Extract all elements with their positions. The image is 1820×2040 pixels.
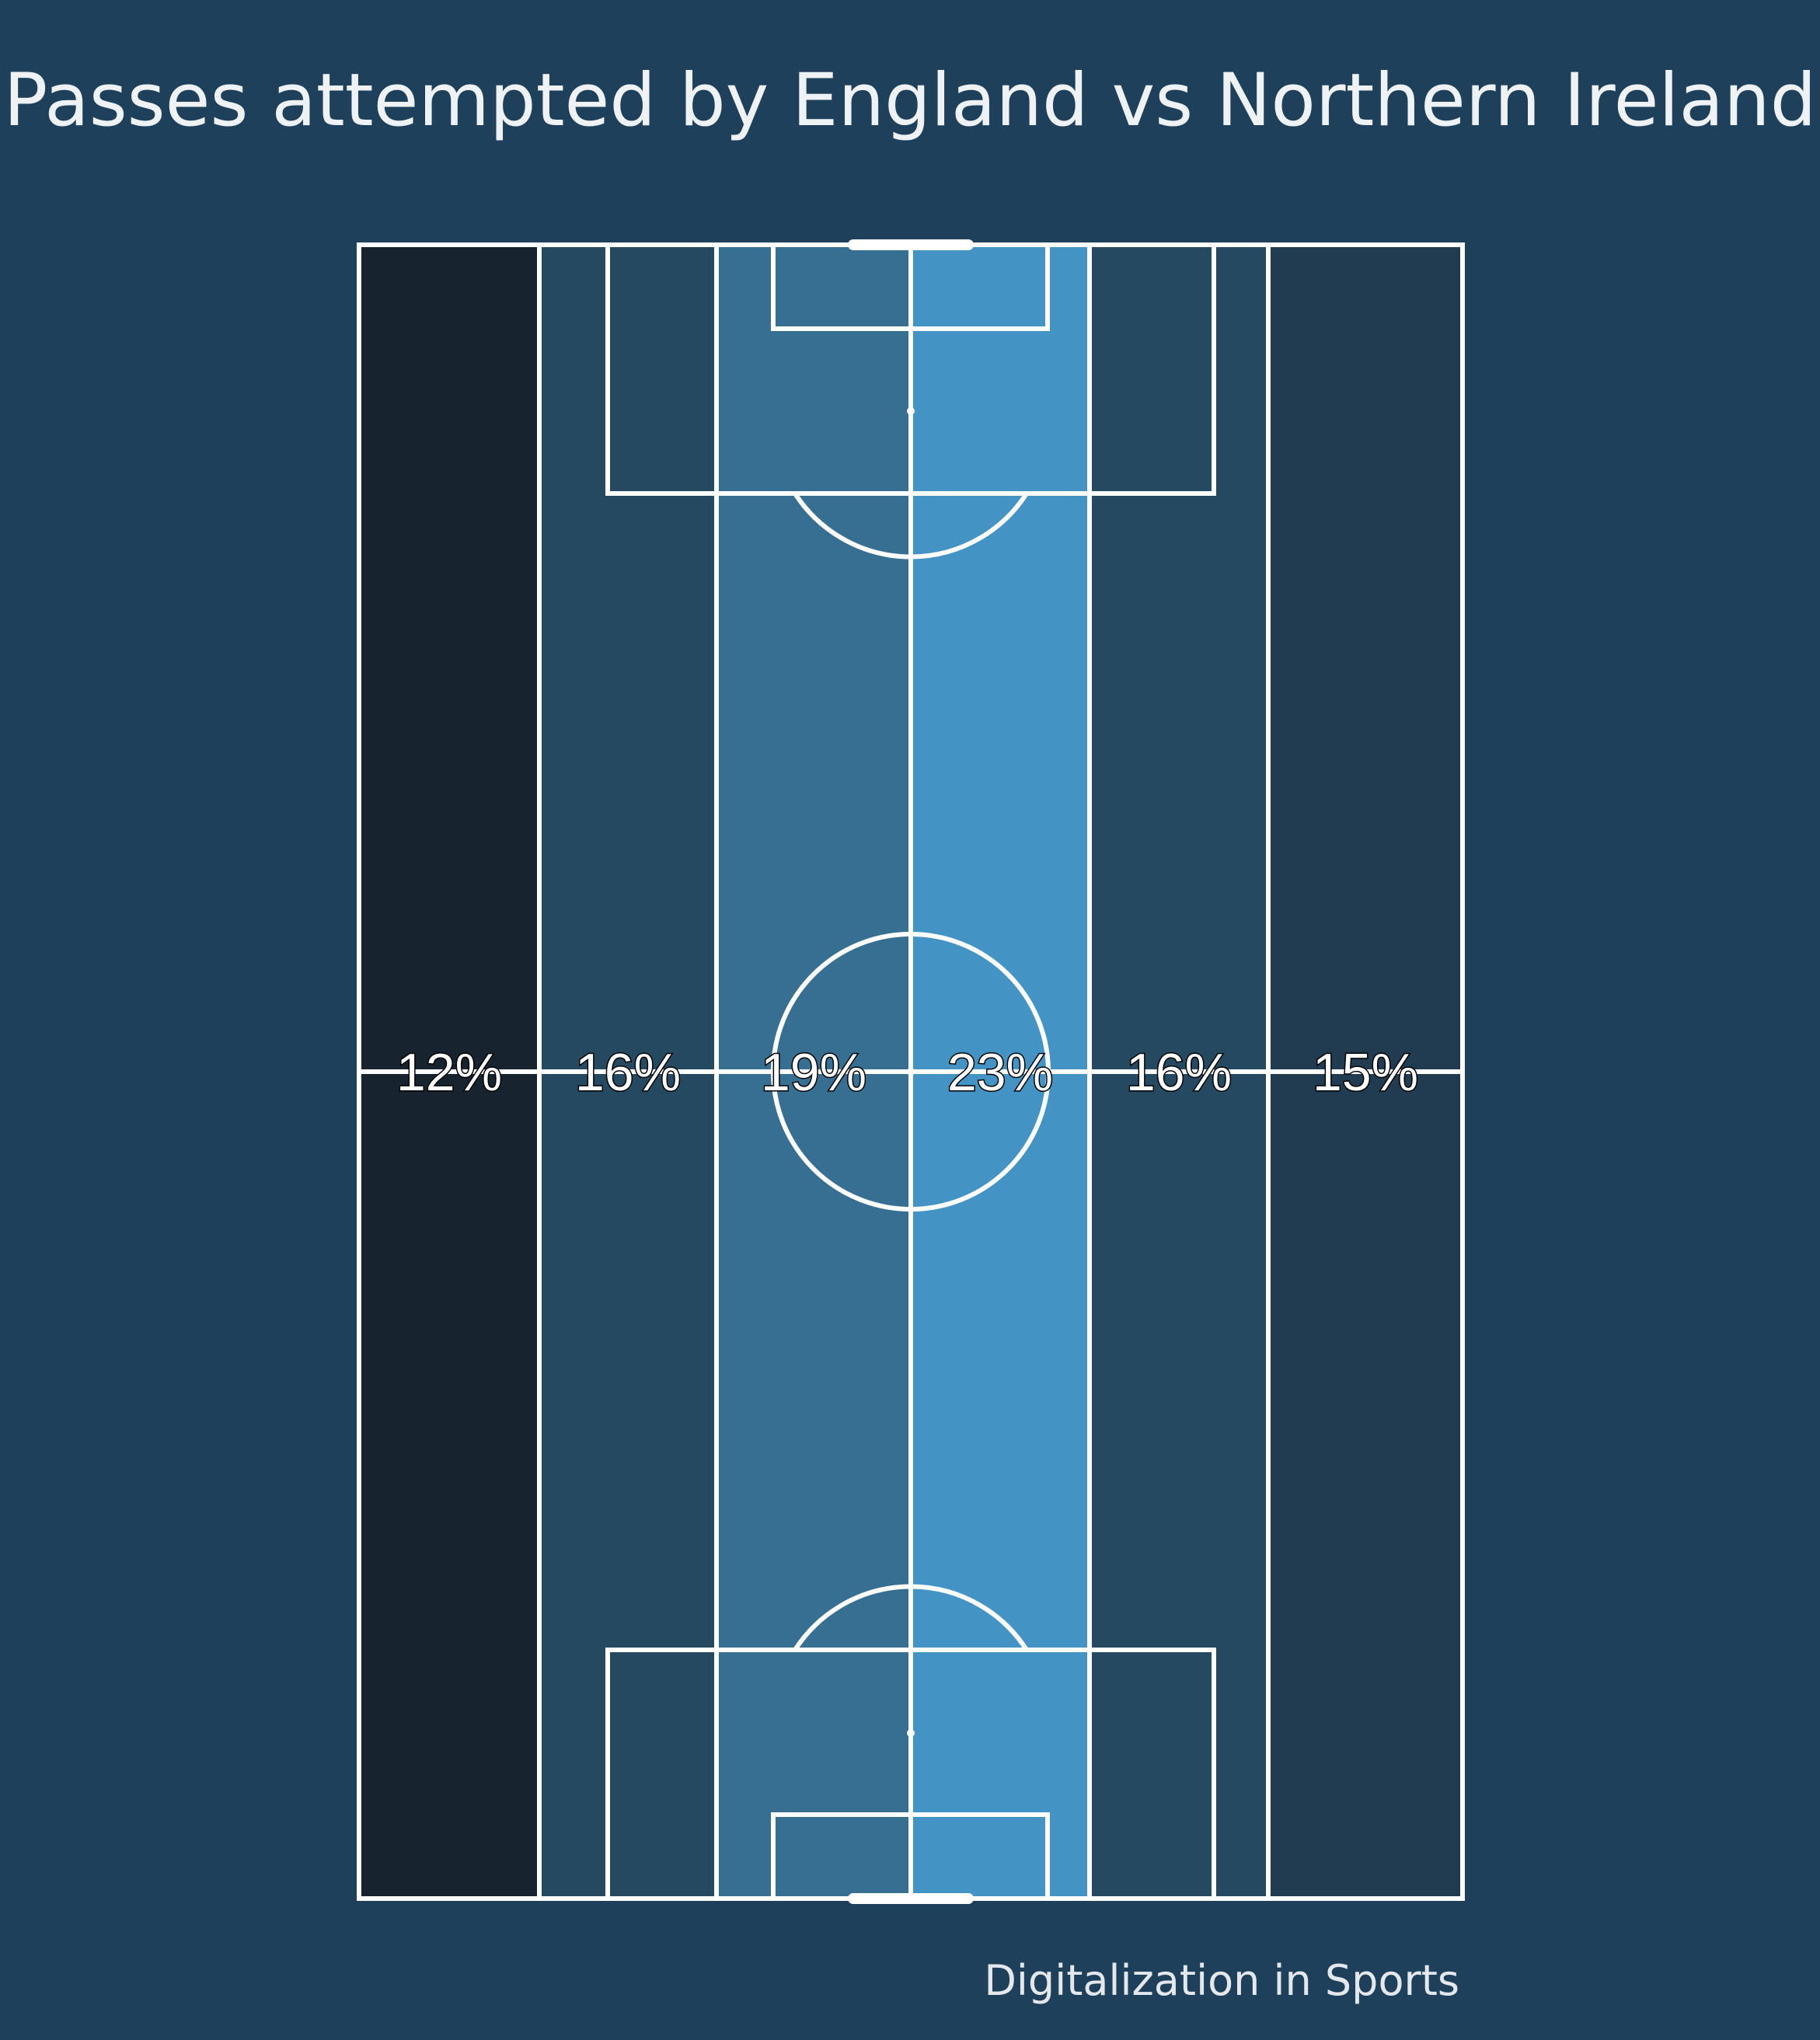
- penalty-spot-top: [907, 407, 915, 415]
- lane-percentage-label: 16%: [1126, 1043, 1232, 1102]
- center-spot: [907, 1068, 915, 1076]
- pitch-spots: [907, 407, 915, 1737]
- penalty-spot-bottom: [907, 1729, 915, 1737]
- penalty-arc-bottom: [793, 1584, 1029, 1651]
- chart-title: Passes attempted by England vs Northern …: [3, 58, 1817, 143]
- credit-text: Digitalization in Sports: [984, 1956, 1459, 2005]
- lane-labels: 12% 16% 19% 23% 16% 15%: [395, 1042, 1419, 1104]
- lane-percentage-label: 15%: [1313, 1043, 1418, 1102]
- lane-percentage-label: 16%: [575, 1043, 681, 1102]
- center-circle: [771, 932, 1051, 1212]
- lane-percentage-label: 23%: [947, 1043, 1053, 1102]
- lane-percentage-label: 19%: [761, 1043, 866, 1102]
- lane-percentage-label: 12%: [396, 1043, 502, 1102]
- penalty-arc-top: [793, 492, 1029, 560]
